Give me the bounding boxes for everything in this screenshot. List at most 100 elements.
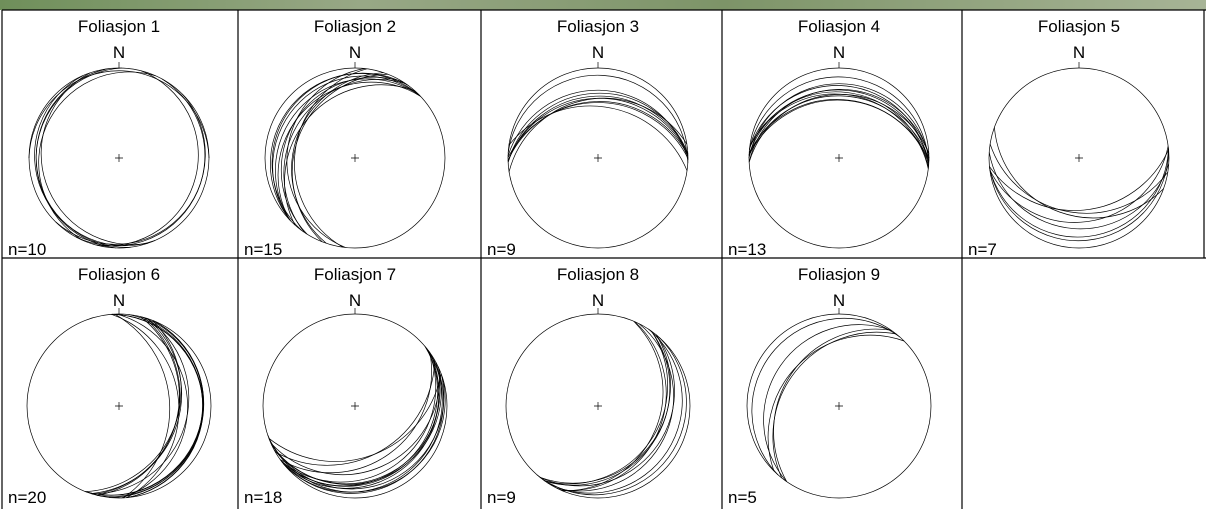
great-circle bbox=[283, 348, 438, 487]
great-circle bbox=[539, 334, 671, 484]
stereonet-panel: Foliasjon 4 Nn=13 bbox=[728, 17, 930, 259]
panel-title: Foliasjon 4 bbox=[798, 17, 880, 36]
great-circle bbox=[294, 68, 368, 248]
panel-title: Foliasjon 6 bbox=[78, 265, 160, 284]
great-circle bbox=[114, 313, 171, 499]
great-circle bbox=[291, 72, 384, 244]
sample-count: n=10 bbox=[8, 240, 46, 259]
great-circle bbox=[38, 71, 156, 241]
center-cross bbox=[115, 402, 123, 410]
great-circle bbox=[267, 377, 446, 493]
panel-title: Foliasjon 9 bbox=[798, 265, 880, 284]
sample-count: n=13 bbox=[728, 240, 766, 259]
north-label: N bbox=[1073, 43, 1085, 62]
great-circle bbox=[28, 70, 210, 159]
great-circle bbox=[55, 93, 206, 245]
great-circle bbox=[989, 148, 1169, 242]
center-cross bbox=[835, 402, 843, 410]
great-circle bbox=[270, 369, 440, 475]
great-circle bbox=[75, 78, 206, 247]
center-cross bbox=[835, 154, 843, 162]
panel-title: Foliasjon 7 bbox=[314, 265, 396, 284]
great-circle bbox=[748, 94, 930, 163]
sample-count: n=5 bbox=[728, 488, 757, 507]
center-cross bbox=[594, 154, 602, 162]
great-circle bbox=[772, 331, 897, 479]
great-circle bbox=[111, 313, 204, 499]
great-circle bbox=[763, 324, 892, 482]
great-circle bbox=[271, 366, 442, 485]
great-circle bbox=[988, 152, 1170, 230]
great-circle bbox=[275, 78, 421, 221]
north-label: N bbox=[592, 291, 604, 310]
north-label: N bbox=[113, 291, 125, 310]
great-circle bbox=[283, 79, 406, 233]
great-circle bbox=[40, 72, 148, 245]
stereonet-panel: Foliasjon 3 Nn=9 bbox=[487, 17, 689, 259]
great-circle bbox=[507, 89, 689, 160]
panel-title: Foliasjon 2 bbox=[314, 17, 396, 36]
great-circle bbox=[751, 317, 901, 476]
stereonet-panel: Foliasjon 5 Nn=7 bbox=[968, 17, 1170, 259]
panel-title: Foliasjon 3 bbox=[557, 17, 639, 36]
great-circle bbox=[277, 81, 421, 220]
great-circle bbox=[280, 351, 440, 487]
sample-count: n=18 bbox=[244, 488, 282, 507]
north-label: N bbox=[113, 43, 125, 62]
great-circle bbox=[280, 76, 404, 235]
stereonet-panel: Foliasjon 1 Nn=10 bbox=[8, 17, 210, 259]
great-circle bbox=[35, 67, 122, 249]
stereonet-panel: Foliasjon 8 Nn=9 bbox=[487, 265, 691, 507]
great-circle bbox=[285, 345, 440, 489]
stereonet-panel: Foliasjon 9 Nn=5 bbox=[728, 265, 932, 507]
great-circle bbox=[280, 352, 432, 474]
great-circle bbox=[286, 68, 365, 248]
north-label: N bbox=[833, 291, 845, 310]
great-circle bbox=[547, 328, 683, 494]
great-circle bbox=[507, 95, 689, 163]
great-circle bbox=[271, 72, 409, 231]
north-label: N bbox=[349, 291, 361, 310]
center-cross bbox=[594, 402, 602, 410]
stereonet-panel: Foliasjon 2 Nn=15 bbox=[244, 17, 446, 259]
center-cross bbox=[351, 154, 359, 162]
sample-count: n=9 bbox=[487, 240, 516, 259]
sample-count: n=9 bbox=[487, 488, 516, 507]
north-label: N bbox=[349, 43, 361, 62]
great-circle bbox=[292, 73, 388, 243]
great-circle bbox=[544, 330, 671, 486]
great-circle bbox=[284, 84, 416, 226]
great-circle bbox=[91, 317, 190, 495]
great-circle bbox=[90, 318, 182, 494]
sample-count: n=20 bbox=[8, 488, 46, 507]
great-circle bbox=[507, 101, 689, 161]
great-circle bbox=[270, 73, 420, 222]
great-circle bbox=[507, 97, 689, 162]
great-circle bbox=[748, 83, 930, 159]
sample-count: n=15 bbox=[244, 240, 282, 259]
great-circle bbox=[773, 328, 892, 482]
great-circle bbox=[748, 95, 930, 161]
great-circle bbox=[507, 74, 689, 164]
center-cross bbox=[351, 402, 359, 410]
great-circle bbox=[85, 320, 182, 492]
center-cross bbox=[115, 154, 123, 162]
great-circle bbox=[989, 149, 1169, 211]
great-circle bbox=[536, 337, 687, 496]
great-circle bbox=[283, 347, 443, 493]
center-cross bbox=[1075, 154, 1083, 162]
great-circle bbox=[748, 76, 930, 166]
great-circle bbox=[94, 317, 181, 495]
great-circle bbox=[507, 102, 689, 159]
panel-title: Foliasjon 1 bbox=[78, 17, 160, 36]
great-circle bbox=[994, 127, 1164, 219]
stereonet-panel: Foliasjon 6 Nn=20 bbox=[8, 265, 212, 507]
stereonet-panel: Foliasjon 7 Nn=18 bbox=[244, 265, 448, 507]
great-circle bbox=[748, 89, 930, 162]
great-circle bbox=[749, 91, 929, 169]
great-circle bbox=[34, 75, 156, 247]
great-circle bbox=[562, 320, 664, 492]
north-label: N bbox=[833, 43, 845, 62]
great-circle bbox=[111, 313, 180, 498]
